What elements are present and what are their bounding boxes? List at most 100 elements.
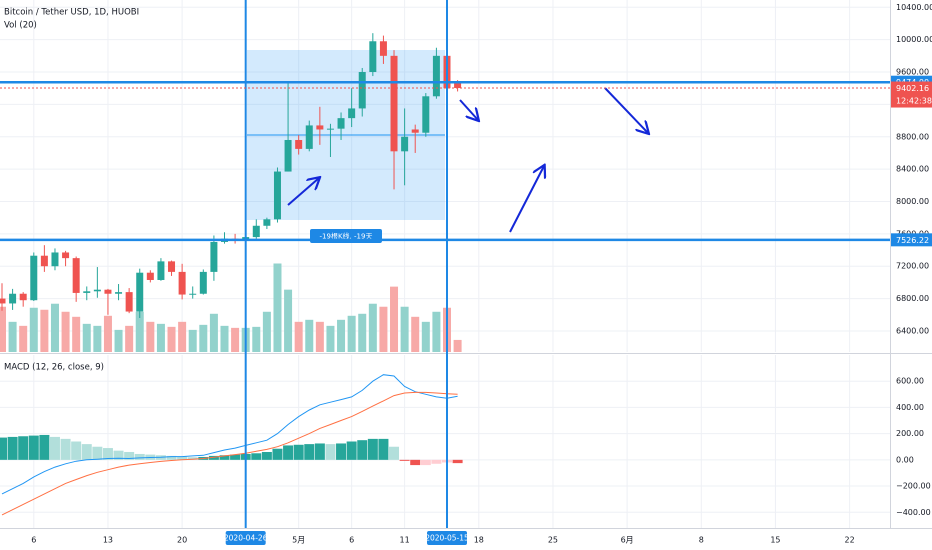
candle-body — [0, 298, 6, 304]
last-price-box — [891, 81, 932, 108]
volume-bar — [421, 321, 430, 352]
histogram-bar — [261, 451, 272, 460]
candle-body — [369, 41, 377, 73]
histogram-bar — [102, 448, 113, 460]
volume-bar — [82, 323, 91, 352]
x-tick-label: 18 — [474, 536, 484, 545]
volume-bar — [368, 303, 377, 352]
candle-body — [411, 129, 419, 133]
volume-bar — [315, 321, 324, 352]
histogram-bar — [92, 446, 103, 460]
x-tick-label: 15 — [770, 536, 780, 545]
candle-body — [83, 291, 91, 293]
y-tick-label: −200.00 — [896, 482, 931, 491]
candle-body — [252, 225, 260, 238]
y-tick-label: 6400.00 — [896, 326, 929, 335]
arrow — [509, 166, 544, 233]
x-tick-label: 25 — [548, 536, 558, 545]
histogram-bar — [166, 455, 177, 460]
histogram-bar — [304, 444, 315, 460]
y-tick-label: −400.00 — [896, 508, 931, 517]
y-tick-label: 8800.00 — [896, 132, 929, 141]
candle-body — [390, 55, 398, 152]
histogram-bar — [251, 453, 262, 460]
date-label-box — [225, 531, 266, 545]
volume-bar — [347, 315, 356, 352]
volume-bar — [135, 311, 144, 352]
volume-bar — [305, 319, 314, 352]
candle-body — [30, 255, 38, 301]
annotation: -19根K线, -19天 — [320, 232, 373, 241]
volume-bar — [209, 313, 218, 352]
volume-bar — [50, 303, 59, 352]
y-tick-label: 600.00 — [896, 377, 924, 386]
volume-bar — [167, 326, 176, 352]
candle-body — [210, 241, 218, 272]
candle-body — [337, 118, 345, 129]
candle-body — [295, 139, 303, 149]
candle-body — [104, 289, 112, 294]
x-tick-label: 8 — [699, 536, 704, 545]
x-tick-label: 11 — [400, 536, 410, 545]
candle-body — [401, 136, 409, 152]
date-label: 2020-04-26 — [224, 534, 268, 543]
histogram-bar — [431, 459, 442, 464]
histogram-bar — [336, 443, 347, 460]
volume-bar — [103, 315, 112, 352]
x-tick-label: 6 — [31, 536, 36, 545]
histogram-bar — [314, 443, 325, 460]
histogram-bar — [49, 436, 60, 460]
x-tick-label: 6月 — [621, 536, 634, 545]
candle-body — [136, 272, 144, 312]
candle-body — [358, 72, 366, 109]
volume-bar — [19, 325, 28, 352]
volume-bar — [411, 316, 420, 352]
candle-body — [178, 271, 186, 295]
histogram-bar — [357, 440, 368, 460]
y-tick-label: 10000.00 — [896, 35, 932, 44]
y-tick-label: 6800.00 — [896, 294, 929, 303]
marks — [0, 33, 463, 516]
candle-body — [157, 261, 165, 280]
volume-bar — [199, 324, 208, 352]
volume-bar — [114, 329, 123, 352]
histogram-bar — [187, 457, 198, 460]
volume-bar — [93, 325, 102, 352]
arrow — [604, 87, 648, 133]
price-label: 7526.22 — [896, 236, 929, 245]
histogram-bar — [208, 455, 219, 460]
candle-body — [454, 82, 462, 89]
volume-bar — [337, 319, 346, 352]
candle-body — [146, 272, 154, 280]
candle-body — [62, 252, 70, 259]
volume-bar — [262, 311, 271, 352]
candle-body — [72, 258, 80, 293]
x-tick-label: 13 — [103, 536, 113, 545]
histogram-bar — [367, 438, 378, 460]
candle-body — [305, 125, 313, 149]
y-tick-label: 200.00 — [896, 429, 924, 438]
volume-bar — [178, 321, 187, 352]
histogram-bar — [81, 444, 92, 460]
candle-body — [348, 108, 356, 119]
candle-body — [93, 289, 101, 292]
y-tick-label: 7200.00 — [896, 262, 929, 271]
volume-bar — [220, 325, 229, 352]
indicator-line — [1, 391, 458, 516]
volume-bar — [284, 289, 293, 352]
candle-body — [9, 293, 17, 304]
volume-bars — [0, 263, 462, 352]
volume-bar — [358, 313, 367, 352]
candle-body — [263, 219, 271, 226]
indicator-line — [1, 374, 458, 495]
histogram-bar — [346, 441, 357, 460]
candle-body — [40, 255, 48, 267]
histogram-bar — [410, 459, 421, 466]
volume-bar — [146, 321, 155, 352]
volume-bar — [379, 306, 388, 352]
y-tick-label: 0.00 — [896, 455, 914, 464]
candle-body — [284, 139, 292, 172]
volume-bar — [273, 263, 282, 352]
volume-bar — [453, 339, 462, 352]
